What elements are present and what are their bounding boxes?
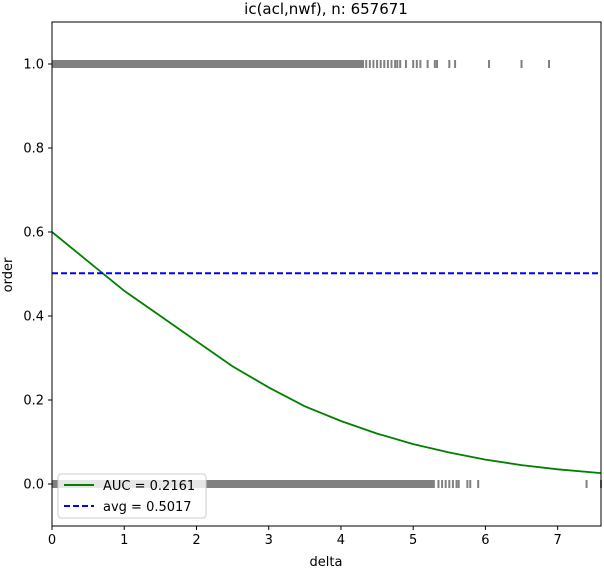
legend-box <box>57 473 207 519</box>
x-tick-label-6: 6 <box>481 533 489 548</box>
x-tick-label-1: 1 <box>120 533 128 548</box>
y-tick-label-1: 0.2 <box>23 394 44 409</box>
y-tick-label-0: 0.0 <box>23 478 44 493</box>
x-tick-label-2: 2 <box>192 533 200 548</box>
x-tick-label-5: 5 <box>409 533 417 548</box>
x-axis-label: delta <box>310 555 343 569</box>
x-tick-label-4: 4 <box>337 533 345 548</box>
points-band-y1 <box>52 60 365 68</box>
y-tick-label-3: 0.6 <box>23 226 44 241</box>
legend-label-auc: AUC = 0.2161 <box>103 479 195 494</box>
y-tick-label-2: 0.4 <box>23 310 44 325</box>
y-axis-label: order <box>1 257 16 292</box>
x-tick-label-3: 3 <box>265 533 273 548</box>
axes: 0 1 2 3 4 5 6 7 0.0 0.2 0.4 0.6 0.8 1.0 <box>23 21 602 548</box>
y-tick-label-5: 1.0 <box>23 58 44 73</box>
plot-area <box>51 60 602 488</box>
y-tick-label-4: 0.8 <box>23 142 44 157</box>
series-line-auc <box>51 231 602 474</box>
x-tick-label-0: 0 <box>48 533 56 548</box>
x-tick-label-7: 7 <box>554 533 562 548</box>
legend-label-avg: avg = 0.5017 <box>103 500 192 515</box>
chart-title: ic(acl,nwf), n: 657671 <box>244 0 408 18</box>
points-band-y0 <box>52 480 435 488</box>
legend: AUC = 0.2161 avg = 0.5017 <box>57 473 207 519</box>
plot-frame <box>51 21 602 527</box>
